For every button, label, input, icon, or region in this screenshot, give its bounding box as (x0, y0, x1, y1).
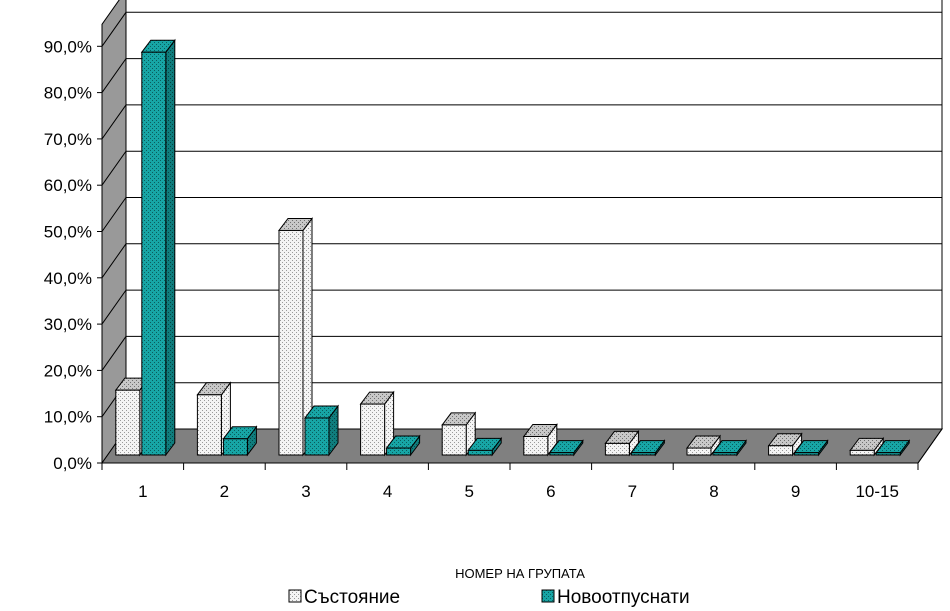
bar-1-4 (359, 390, 395, 457)
bar-front (222, 438, 248, 456)
y-tick-label: 20,0% (44, 361, 92, 380)
y-tick-label: 10,0% (44, 408, 92, 427)
y-axis-ticks: 0,0% 10,0% 20,0% 30,0% 40,0% 50,0% 60,0% 70,0% 8… (44, 36, 103, 473)
y-tick-label: 40,0% (44, 269, 92, 288)
bar-1-7 (604, 429, 640, 457)
legend-swatch-series-1 (288, 589, 302, 603)
bar-2-5 (467, 436, 503, 457)
bar-front (386, 447, 412, 456)
bar-front (278, 229, 304, 456)
bar-side (165, 38, 176, 457)
bar-front (467, 449, 493, 456)
legend-label-series-1: Състояние (304, 587, 400, 608)
x-tick-label: 10-15 (855, 482, 898, 501)
bar-front (768, 445, 794, 456)
y-tick-label: 60,0% (44, 176, 92, 195)
gridline (101, 243, 942, 279)
bar-front (304, 417, 330, 456)
x-axis-title: НОМЕР НА ГРУПАТА (455, 566, 585, 581)
x-axis-ticks: 1 2 3 4 5 6 7 8 9 10-15 (101, 428, 943, 501)
x-tick-label: 1 (138, 482, 147, 501)
x-axis-edge (917, 428, 943, 464)
gridline (101, 197, 942, 232)
bar-2-9 (793, 439, 829, 457)
y-tick-label: 30,0% (44, 315, 92, 334)
legend: Състояние Новоотпуснати (288, 587, 690, 608)
y-tick-label: 50,0% (44, 223, 92, 242)
legend-swatch-series-2 (541, 589, 555, 603)
gridline (101, 58, 942, 93)
gridline (101, 11, 942, 47)
bar-1-9 (767, 432, 803, 457)
bar-front (849, 449, 875, 456)
bar-2-2 (222, 425, 258, 457)
bar-2-8 (712, 439, 747, 457)
bar-front (630, 452, 656, 456)
bars (114, 38, 911, 457)
bar-2-6 (548, 439, 584, 457)
gridline (101, 104, 942, 140)
bar-front (523, 435, 549, 456)
bar-1-2 (196, 381, 232, 457)
x-tick-label: 2 (220, 482, 229, 501)
bar-front (712, 452, 738, 456)
bar-1-8 (686, 434, 721, 457)
x-tick-label: 5 (464, 482, 473, 501)
bar-1-10-15 (849, 436, 885, 457)
bar-2-1 (140, 38, 176, 457)
bar-2-3 (304, 404, 339, 457)
legend-label-series-2: Новоотпуснати (557, 587, 690, 608)
bar-1-5 (441, 411, 477, 457)
chart-walls (101, 0, 943, 465)
bar-2-10-15 (875, 439, 911, 457)
bar-1-6 (522, 422, 558, 457)
bar-front (604, 442, 630, 456)
back-wall (125, 0, 943, 430)
x-tick-label: 6 (546, 482, 555, 501)
x-tick-label: 3 (301, 482, 310, 501)
x-tick-label: 8 (709, 482, 718, 501)
bar-front (196, 394, 222, 456)
bar-front (794, 452, 820, 456)
x-tick-label: 4 (383, 482, 392, 501)
bar-front (141, 51, 167, 456)
bar-2-4 (385, 434, 421, 457)
gridline (101, 335, 942, 371)
x-tick-label: 9 (791, 482, 800, 501)
bar-1-3 (278, 216, 313, 457)
bar-front (875, 452, 901, 456)
bar-front (115, 389, 141, 456)
x-tick-label: 7 (628, 482, 637, 501)
bar-front (549, 452, 575, 456)
bar-front (686, 447, 712, 456)
y-tick-label: 80,0% (44, 84, 92, 103)
y-tick-label: 0,0% (53, 454, 92, 473)
bar-front (441, 424, 467, 456)
bar-front (360, 403, 386, 456)
gridline (101, 150, 942, 186)
gridline (101, 289, 942, 325)
bar-2-7 (630, 439, 666, 457)
gridlines (101, 11, 942, 417)
y-tick-label: 90,0% (44, 37, 92, 56)
y-tick-label: 70,0% (44, 130, 92, 149)
